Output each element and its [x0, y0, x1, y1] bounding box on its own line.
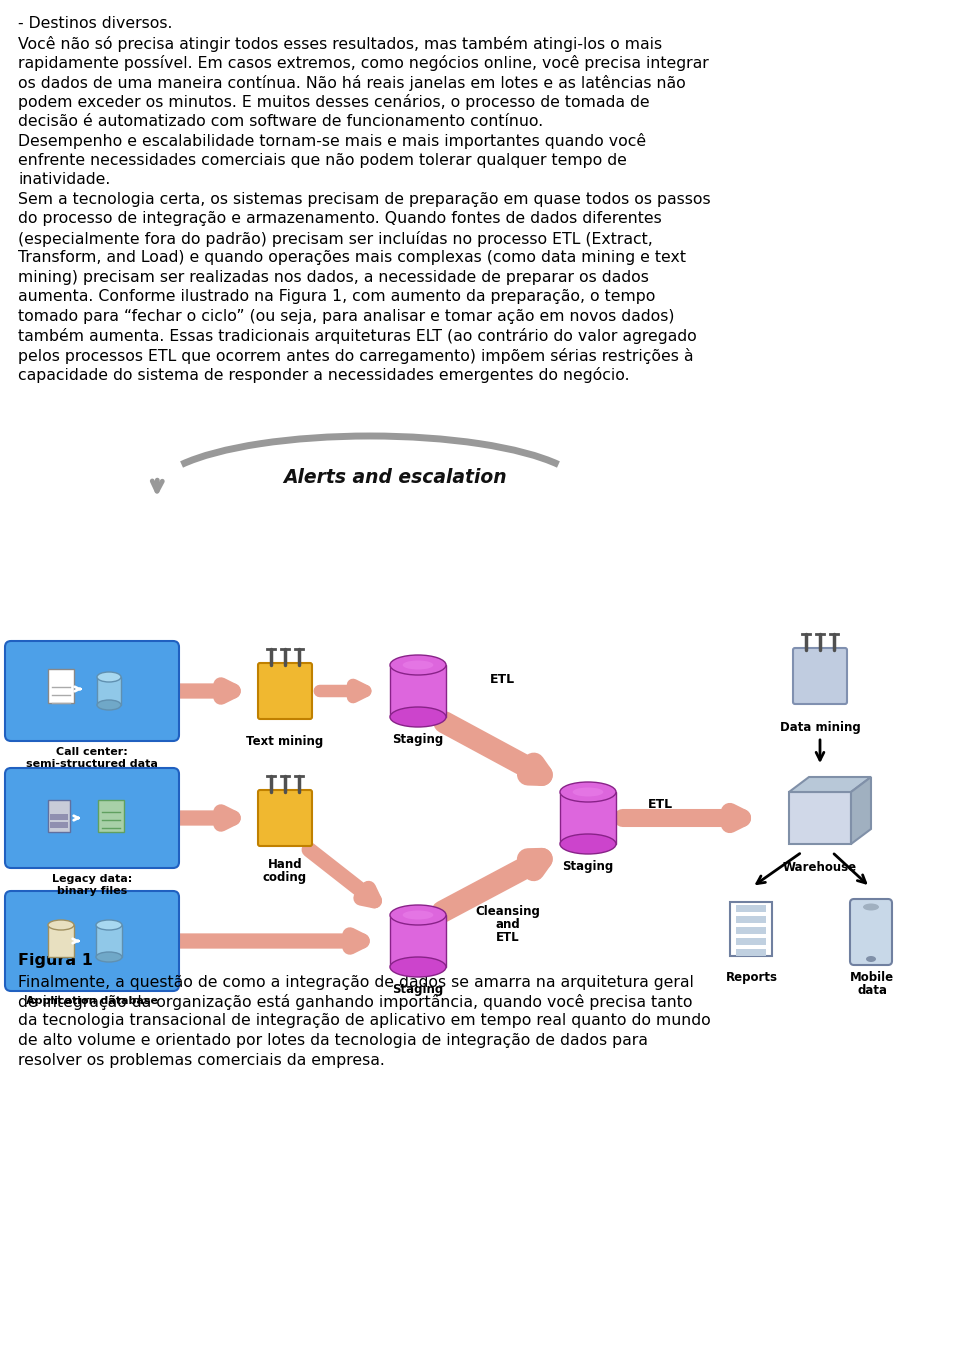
- Text: Application database: Application database: [26, 996, 158, 1006]
- Text: tomado para “fechar o ciclo” (ou seja, para analisar e tomar ação em novos dados: tomado para “fechar o ciclo” (ou seja, p…: [18, 309, 675, 324]
- Text: Text mining: Text mining: [247, 735, 324, 749]
- Ellipse shape: [560, 834, 616, 853]
- Text: pelos processos ETL que ocorrem antes do carregamento) impõem sérias restrições : pelos processos ETL que ocorrem antes do…: [18, 347, 693, 363]
- Text: Você não só precisa atingir todos esses resultados, mas também atingi-los o mais: Você não só precisa atingir todos esses …: [18, 35, 662, 52]
- Ellipse shape: [863, 904, 879, 911]
- Text: Staging: Staging: [563, 860, 613, 872]
- FancyBboxPatch shape: [850, 900, 892, 965]
- Text: coding: coding: [263, 871, 307, 885]
- Text: capacidade do sistema de responder a necessidades emergentes do negócio.: capacidade do sistema de responder a nec…: [18, 367, 630, 382]
- Text: podem exceder os minutos. E muitos desses cenários, o processo de tomada de: podem exceder os minutos. E muitos desse…: [18, 94, 650, 110]
- Text: Sem a tecnologia certa, os sistemas precisam de preparação em quase todos os pas: Sem a tecnologia certa, os sistemas prec…: [18, 192, 710, 207]
- Text: Cleansing: Cleansing: [475, 905, 540, 919]
- Text: aumenta. Conforme ilustrado na Figura 1, com aumento da preparação, o tempo: aumenta. Conforme ilustrado na Figura 1,…: [18, 289, 656, 304]
- Bar: [48, 925, 74, 957]
- Text: do processo de integração e armazenamento. Quando fontes de dados diferentes: do processo de integração e armazenament…: [18, 211, 661, 226]
- Text: Finalmente, a questão de como a integração de dados se amarra na arquitetura ger: Finalmente, a questão de como a integraç…: [18, 974, 694, 989]
- Bar: [50, 822, 68, 827]
- Text: Staging: Staging: [393, 734, 444, 746]
- Bar: [736, 938, 766, 945]
- Bar: [789, 792, 851, 844]
- Ellipse shape: [390, 655, 446, 675]
- Bar: [730, 902, 772, 955]
- Ellipse shape: [390, 905, 446, 925]
- Ellipse shape: [97, 700, 121, 710]
- Ellipse shape: [402, 660, 433, 670]
- Bar: [97, 676, 121, 705]
- FancyBboxPatch shape: [5, 641, 179, 740]
- FancyBboxPatch shape: [793, 648, 847, 704]
- Bar: [96, 925, 122, 957]
- Bar: [390, 915, 446, 968]
- Bar: [560, 792, 616, 844]
- Text: data: data: [857, 984, 887, 998]
- Ellipse shape: [390, 957, 446, 977]
- Text: da tecnologia transacional de integração de aplicativo em tempo real quanto do m: da tecnologia transacional de integração…: [18, 1014, 710, 1029]
- Text: decisão é automatizado com software de funcionamento contínuo.: decisão é automatizado com software de f…: [18, 113, 543, 128]
- FancyBboxPatch shape: [5, 768, 179, 868]
- Text: Warehouse: Warehouse: [783, 862, 857, 874]
- Text: Mobile: Mobile: [850, 970, 894, 984]
- Ellipse shape: [866, 955, 876, 962]
- FancyBboxPatch shape: [258, 789, 312, 847]
- Text: Legacy data:: Legacy data:: [52, 874, 132, 885]
- Bar: [390, 666, 446, 717]
- Text: mining) precisam ser realizadas nos dados, a necessidade de preparar os dados: mining) precisam ser realizadas nos dado…: [18, 269, 649, 284]
- Text: Desempenho e escalabilidade tornam-se mais e mais importantes quando você: Desempenho e escalabilidade tornam-se ma…: [18, 133, 646, 148]
- Bar: [48, 800, 70, 832]
- Text: Alerts and escalation: Alerts and escalation: [283, 467, 507, 486]
- Text: Data mining: Data mining: [780, 721, 860, 734]
- Text: enfrente necessidades comerciais que não podem tolerar qualquer tempo de: enfrente necessidades comerciais que não…: [18, 152, 627, 167]
- Text: Figura 1: Figura 1: [18, 953, 93, 968]
- Text: de integração da organização está ganhando importância, quando você precisa tant: de integração da organização está ganhan…: [18, 994, 692, 1010]
- Ellipse shape: [390, 706, 446, 727]
- Text: ETL: ETL: [648, 798, 673, 811]
- Text: binary files: binary files: [57, 886, 127, 896]
- Text: rapidamente possível. Em casos extremos, como negócios online, você precisa inte: rapidamente possível. Em casos extremos,…: [18, 54, 708, 71]
- Bar: [736, 927, 766, 934]
- Text: também aumenta. Essas tradicionais arquiteturas ELT (ao contrário do valor agreg: também aumenta. Essas tradicionais arqui…: [18, 328, 697, 344]
- Bar: [736, 905, 766, 912]
- Text: and: and: [495, 919, 520, 931]
- Bar: [736, 949, 766, 955]
- Polygon shape: [851, 777, 871, 844]
- Text: de alto volume e orientado por lotes da tecnologia de integração de dados para: de alto volume e orientado por lotes da …: [18, 1033, 648, 1048]
- Text: ETL: ETL: [496, 931, 519, 945]
- Bar: [736, 916, 766, 923]
- Text: Hand: Hand: [268, 857, 302, 871]
- FancyBboxPatch shape: [5, 891, 179, 991]
- Ellipse shape: [97, 672, 121, 682]
- Text: resolver os problemas comerciais da empresa.: resolver os problemas comerciais da empr…: [18, 1052, 385, 1067]
- Ellipse shape: [560, 783, 616, 802]
- Text: Staging: Staging: [393, 983, 444, 996]
- Ellipse shape: [96, 951, 122, 962]
- Ellipse shape: [48, 920, 74, 930]
- Text: Reports: Reports: [726, 970, 778, 984]
- Text: - Destinos diversos.: - Destinos diversos.: [18, 16, 173, 31]
- Text: (especialmente fora do padrão) precisam ser incluídas no processo ETL (Extract,: (especialmente fora do padrão) precisam …: [18, 230, 653, 246]
- Text: Transform, and Load) e quando operações mais complexas (como data mining e text: Transform, and Load) e quando operações …: [18, 250, 686, 265]
- Bar: [50, 814, 68, 819]
- FancyBboxPatch shape: [258, 663, 312, 719]
- Text: os dados de uma maneira contínua. Não há reais janelas em lotes e as latências n: os dados de uma maneira contínua. Não há…: [18, 75, 685, 90]
- Bar: [48, 670, 74, 704]
- Text: ETL: ETL: [490, 672, 516, 686]
- Ellipse shape: [402, 911, 433, 920]
- Ellipse shape: [572, 788, 604, 796]
- Ellipse shape: [96, 920, 122, 930]
- Bar: [98, 800, 124, 832]
- Polygon shape: [789, 777, 871, 792]
- Text: semi-structured data: semi-structured data: [26, 759, 158, 769]
- Text: Call center:: Call center:: [56, 747, 128, 757]
- Text: inatividade.: inatividade.: [18, 171, 110, 186]
